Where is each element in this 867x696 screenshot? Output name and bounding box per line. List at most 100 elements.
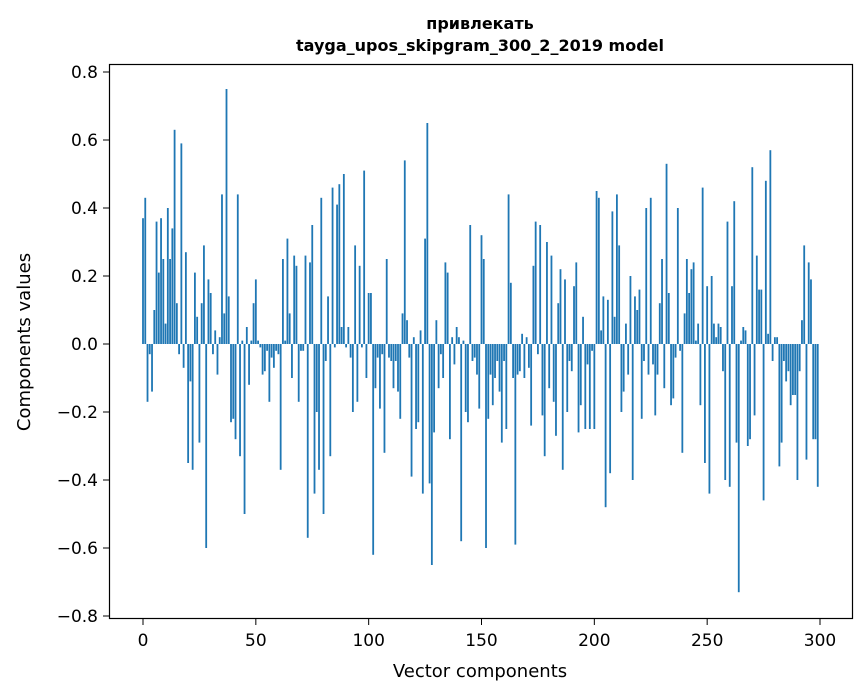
x-axis-label: Vector components <box>393 661 567 682</box>
bar-component-140 <box>458 337 460 344</box>
bar-component-164 <box>512 344 514 378</box>
bar-component-225 <box>649 197 652 344</box>
bar-component-104 <box>376 344 379 358</box>
bar-component-69 <box>297 344 300 402</box>
bar-component-61 <box>279 344 282 470</box>
bar-component-264 <box>737 344 740 593</box>
bar-component-146 <box>471 344 474 361</box>
bar-component-153 <box>487 344 490 419</box>
bar-component-1 <box>144 197 147 344</box>
bar-component-257 <box>722 344 724 372</box>
y-axis: 0.8 0.6 0.4 0.2 0.0 −0.2 −0.4 −0.6 −0.8 <box>57 63 110 627</box>
bar-component-232 <box>665 163 668 344</box>
bar-component-141 <box>460 344 463 542</box>
bar-component-242 <box>688 293 691 344</box>
bar-component-298 <box>814 344 817 440</box>
x-tick-label: 50 <box>245 631 267 651</box>
bar-component-53 <box>261 344 264 375</box>
bar-component-143 <box>464 344 467 412</box>
bar-component-31 <box>212 344 214 355</box>
bar-component-254 <box>715 337 718 344</box>
bar-component-288 <box>792 344 794 395</box>
bar-component-77 <box>315 344 318 412</box>
bar-component-58 <box>272 344 275 368</box>
bar-component-228 <box>656 344 659 375</box>
bar-component-220 <box>638 289 641 344</box>
bar-component-136 <box>449 344 451 440</box>
bar-component-187 <box>564 279 566 344</box>
bar-component-72 <box>304 255 307 344</box>
bar-component-19 <box>184 252 187 344</box>
bar-component-98 <box>363 170 366 344</box>
bar-component-274 <box>760 289 763 344</box>
bar-component-182 <box>552 344 555 402</box>
bar-component-166 <box>516 344 519 375</box>
bar-component-246 <box>697 323 700 344</box>
bar-component-252 <box>710 276 713 344</box>
bar-component-208 <box>611 211 614 344</box>
bar-component-295 <box>807 262 810 344</box>
bar-component-45 <box>243 344 246 514</box>
bar-component-37 <box>225 89 228 344</box>
bar-component-5 <box>153 310 156 344</box>
bar-component-186 <box>561 344 564 470</box>
bar-component-251 <box>708 344 711 494</box>
bar-component-90 <box>345 344 348 348</box>
y-tick-label: 0.0 <box>71 335 98 355</box>
bar-component-137 <box>451 337 454 344</box>
bar-component-9 <box>162 259 165 344</box>
bar-component-167 <box>518 344 521 372</box>
bar-component-174 <box>534 221 537 344</box>
bar-component-32 <box>214 330 217 344</box>
bar-component-273 <box>758 289 760 344</box>
bar-component-245 <box>694 340 697 344</box>
bar-component-266 <box>742 327 745 344</box>
bar-component-188 <box>566 344 569 412</box>
bar-component-10 <box>164 323 167 344</box>
bar-component-33 <box>216 344 219 375</box>
bar-component-276 <box>764 180 767 344</box>
bar-component-223 <box>645 208 648 344</box>
bar-component-210 <box>615 194 618 344</box>
bar-component-134 <box>444 262 447 344</box>
bar-component-227 <box>654 344 657 416</box>
y-tick-label: 0.2 <box>71 267 98 287</box>
bar-component-222 <box>643 344 645 361</box>
bar-component-216 <box>629 276 632 344</box>
bar-component-213 <box>622 344 625 392</box>
bar-component-206 <box>606 299 609 344</box>
bar-component-238 <box>679 344 681 351</box>
bar-component-132 <box>439 344 442 355</box>
bar-component-229 <box>658 303 661 344</box>
bar-component-81 <box>324 344 327 361</box>
bar-component-16 <box>178 344 181 355</box>
y-axis-label: Components values <box>14 253 35 431</box>
bar-component-124 <box>421 344 424 494</box>
bar-component-88 <box>340 327 343 344</box>
bar-component-71 <box>302 344 305 351</box>
bar-component-86 <box>336 204 338 344</box>
bar-component-290 <box>796 344 799 480</box>
bar-component-84 <box>331 187 334 344</box>
x-tick-label: 150 <box>465 631 497 651</box>
bar-component-3 <box>148 344 151 355</box>
bar-component-76 <box>313 344 316 494</box>
bar-component-138 <box>453 344 456 365</box>
bar-component-212 <box>620 344 623 412</box>
bar-component-114 <box>399 344 402 419</box>
bar-component-44 <box>241 340 244 344</box>
bar-component-192 <box>575 262 578 344</box>
bar-component-111 <box>392 344 395 389</box>
bar-component-139 <box>455 327 458 344</box>
bar-component-259 <box>726 221 729 344</box>
bar-component-29 <box>207 279 210 344</box>
bar-component-50 <box>254 279 257 344</box>
bar-component-55 <box>266 344 269 351</box>
bar-component-121 <box>415 344 417 429</box>
bar-component-205 <box>604 344 607 508</box>
bar-component-93 <box>351 344 354 412</box>
bar-component-100 <box>367 293 370 344</box>
bar-component-176 <box>539 225 542 344</box>
bar-component-218 <box>634 296 636 344</box>
bar-component-255 <box>717 323 720 344</box>
